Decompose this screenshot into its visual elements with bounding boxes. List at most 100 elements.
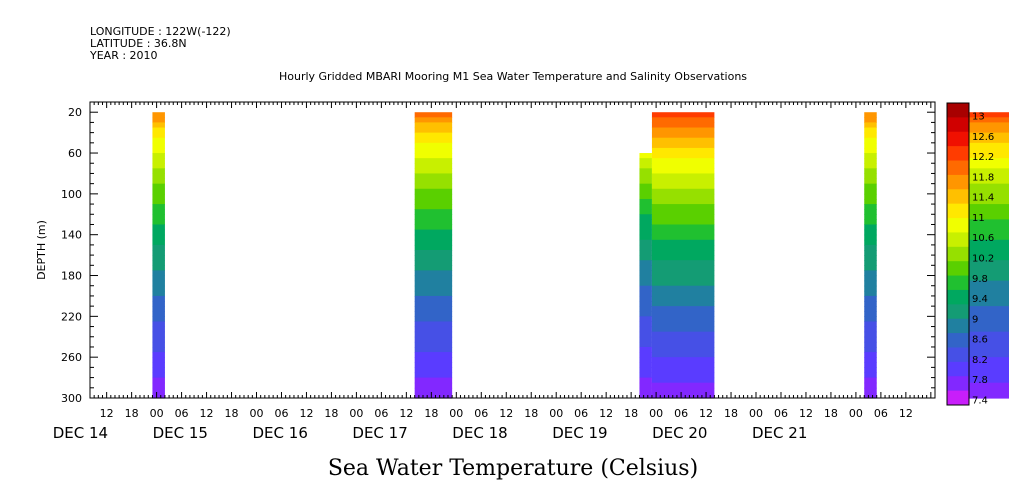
- temperature-cell: [951, 122, 1009, 129]
- temperature-cell: [414, 214, 453, 220]
- temperature-cell: [152, 352, 165, 358]
- x-tick-label: 00: [549, 407, 563, 420]
- temperature-cell: [152, 255, 165, 261]
- temperature-cell: [639, 301, 652, 307]
- temperature-cell: [639, 367, 652, 374]
- temperature-cell: [651, 336, 715, 343]
- x-tick-label: 00: [749, 407, 763, 420]
- temperature-cell: [414, 311, 453, 317]
- temperature-cell: [864, 377, 877, 384]
- colorbar-label: 9.4: [972, 294, 988, 305]
- temperature-cell: [639, 392, 652, 399]
- temperature-cell: [951, 219, 1009, 226]
- temperature-cell: [414, 168, 453, 175]
- temperature-cell: [951, 336, 1009, 343]
- temperature-cell: [639, 163, 652, 169]
- temperature-cell: [651, 311, 715, 317]
- temperature-cell: [864, 367, 877, 374]
- temperature-cell: [639, 372, 652, 379]
- x-tick-label: 06: [474, 407, 488, 420]
- temperature-cell: [414, 250, 453, 256]
- temperature-cell: [414, 392, 453, 399]
- temperature-cell: [951, 158, 1009, 164]
- y-tick-label: 220: [61, 310, 82, 323]
- temperature-cell: [651, 234, 715, 241]
- temperature-cell: [651, 321, 715, 328]
- y-tick-label: 140: [61, 229, 82, 242]
- year-label: YEAR : 2010: [89, 49, 158, 62]
- y-tick-label: 60: [68, 147, 82, 160]
- temperature-cell: [152, 260, 165, 266]
- temperature-cell: [414, 275, 453, 282]
- temperature-cell: [152, 122, 165, 129]
- temperature-cell: [414, 265, 453, 272]
- day-label: DEC 16: [253, 424, 308, 442]
- temperature-cell: [951, 198, 1009, 205]
- x-tick-label: 06: [374, 407, 388, 420]
- temperature-cell: [951, 265, 1009, 272]
- temperature-cell: [651, 280, 715, 287]
- temperature-cell: [414, 132, 453, 139]
- temperature-cell: [951, 346, 1009, 353]
- observation-block-3: [639, 153, 652, 399]
- temperature-cell: [864, 357, 877, 363]
- temperature-cell: [864, 336, 877, 343]
- temperature-cell: [414, 285, 453, 292]
- temperature-cell: [651, 122, 715, 129]
- temperature-cell: [864, 183, 877, 190]
- temperature-cell: [152, 198, 165, 205]
- x-tick-label: 18: [624, 407, 638, 420]
- day-label: DEC 15: [153, 424, 208, 442]
- temperature-cell: [152, 357, 165, 363]
- temperature-cell: [639, 295, 652, 302]
- temperature-cell: [639, 250, 652, 256]
- temperature-cell: [152, 163, 165, 169]
- temperature-cell: [951, 352, 1009, 358]
- temperature-cell: [651, 275, 715, 282]
- temperature-cell: [152, 316, 165, 323]
- temperature-cell: [414, 316, 453, 323]
- x-tick-label: 12: [799, 407, 813, 420]
- temperature-cell: [651, 142, 715, 149]
- temperature-cell: [414, 147, 453, 154]
- temperature-cell: [864, 250, 877, 256]
- temperature-cell: [639, 188, 652, 195]
- temperature-cell: [639, 168, 652, 175]
- temperature-cell: [651, 306, 715, 312]
- x-tick-label: 18: [524, 407, 538, 420]
- x-tick-label: 12: [399, 407, 413, 420]
- colorbar-swatch: [947, 174, 969, 190]
- temperature-cell: [414, 234, 453, 241]
- day-label: DEC 20: [652, 424, 707, 442]
- temperature-cell: [864, 260, 877, 266]
- temperature-cell: [414, 193, 453, 200]
- temperature-cell: [651, 193, 715, 200]
- temperature-cell: [864, 198, 877, 205]
- temperature-cell: [651, 352, 715, 358]
- colorbar-label: 11.8: [972, 172, 994, 183]
- temperature-cell: [152, 147, 165, 154]
- temperature-cell: [152, 301, 165, 307]
- colorbar-swatch: [947, 361, 969, 377]
- x-tick-label: 18: [324, 407, 338, 420]
- temperature-cell: [864, 173, 877, 180]
- temperature-cell: [951, 188, 1009, 195]
- temperature-cell: [639, 306, 652, 312]
- temperature-cell: [651, 301, 715, 307]
- temperature-cell: [414, 188, 453, 195]
- temperature-cell: [651, 331, 715, 338]
- colorbar-swatch: [947, 189, 969, 205]
- temperature-cell: [651, 255, 715, 261]
- x-tick-label: 18: [125, 407, 139, 420]
- temperature-cell: [651, 316, 715, 323]
- temperature-cell: [152, 173, 165, 180]
- temperature-cell: [414, 367, 453, 374]
- temperature-cell: [651, 219, 715, 226]
- temperature-cell: [951, 214, 1009, 220]
- temperature-cell: [152, 362, 165, 368]
- temperature-cell: [651, 163, 715, 169]
- temperature-cell: [414, 260, 453, 266]
- x-tick-label: 18: [824, 407, 838, 420]
- temperature-cell: [951, 382, 1009, 389]
